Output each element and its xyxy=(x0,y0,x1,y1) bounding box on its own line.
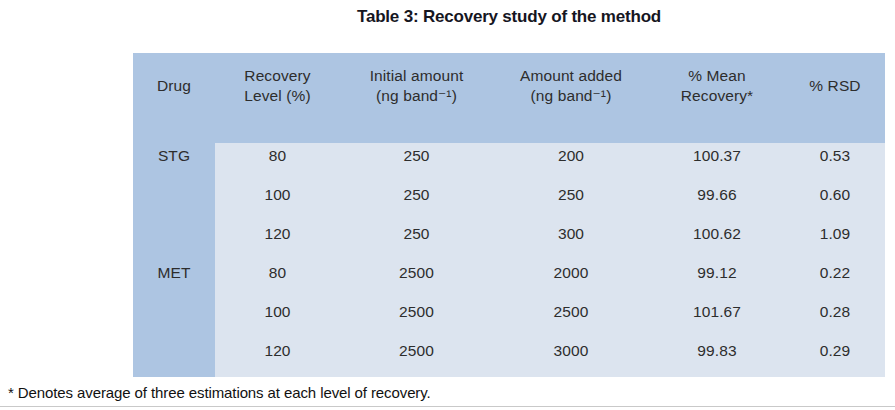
header-line: Level (%) xyxy=(219,86,336,106)
header-line: % RSD xyxy=(789,76,881,96)
table-title: Table 3: Recovery study of the method xyxy=(133,7,885,27)
cell-recovery-level: 100 xyxy=(215,299,340,338)
cell-drug: STG xyxy=(133,143,215,182)
column-header-rsd: % RSD xyxy=(785,53,885,143)
cell-recovery-level: 120 xyxy=(215,338,340,377)
cell-amount-added: 2000 xyxy=(493,260,649,299)
table-footnote: * Denotes average of three estimations a… xyxy=(8,383,431,402)
header-line: (ng band⁻¹) xyxy=(497,86,645,106)
table-body: STG 80 250 200 100.37 0.53 100 250 250 9… xyxy=(133,143,885,377)
cell-initial-amount: 2500 xyxy=(340,299,493,338)
header-line: Recovery* xyxy=(653,86,781,106)
column-header-drug: Drug xyxy=(133,53,215,143)
table-row: 120 250 300 100.62 1.09 xyxy=(133,221,885,260)
cell-initial-amount: 250 xyxy=(340,143,493,182)
cell-rsd: 0.53 xyxy=(785,143,885,182)
cell-recovery-level: 120 xyxy=(215,221,340,260)
cell-amount-added: 200 xyxy=(493,143,649,182)
header-line: % Mean xyxy=(653,66,781,86)
header-line: Drug xyxy=(137,76,211,96)
cell-rsd: 1.09 xyxy=(785,221,885,260)
cell-amount-added: 300 xyxy=(493,221,649,260)
table-row: 100 2500 2500 101.67 0.28 xyxy=(133,299,885,338)
cell-rsd: 0.60 xyxy=(785,182,885,221)
cell-drug xyxy=(133,182,215,221)
cell-amount-added: 2500 xyxy=(493,299,649,338)
cell-mean-recovery: 99.83 xyxy=(649,338,785,377)
cell-initial-amount: 2500 xyxy=(340,338,493,377)
column-header-mean-recovery: % Mean Recovery* xyxy=(649,53,785,143)
cell-recovery-level: 80 xyxy=(215,143,340,182)
table-row: 100 250 250 99.66 0.60 xyxy=(133,182,885,221)
recovery-study-table: Drug Recovery Level (%) Initial amount (… xyxy=(133,53,885,377)
column-header-initial-amount: Initial amount (ng band⁻¹) xyxy=(340,53,493,143)
cell-recovery-level: 80 xyxy=(215,260,340,299)
header-line: (ng band⁻¹) xyxy=(344,86,489,106)
cell-recovery-level: 100 xyxy=(215,182,340,221)
header-line: Amount added xyxy=(497,66,645,86)
cell-amount-added: 250 xyxy=(493,182,649,221)
table-row: MET 80 2500 2000 99.12 0.22 xyxy=(133,260,885,299)
table-row: STG 80 250 200 100.37 0.53 xyxy=(133,143,885,182)
header-line: Initial amount xyxy=(344,66,489,86)
column-header-amount-added: Amount added (ng band⁻¹) xyxy=(493,53,649,143)
cell-mean-recovery: 99.66 xyxy=(649,182,785,221)
cell-initial-amount: 250 xyxy=(340,221,493,260)
cell-mean-recovery: 99.12 xyxy=(649,260,785,299)
column-header-recovery-level: Recovery Level (%) xyxy=(215,53,340,143)
page: Table 3: Recovery study of the method Dr… xyxy=(0,0,895,410)
page-bottom-divider xyxy=(0,406,895,407)
cell-mean-recovery: 100.37 xyxy=(649,143,785,182)
cell-initial-amount: 250 xyxy=(340,182,493,221)
cell-drug xyxy=(133,338,215,377)
cell-drug xyxy=(133,299,215,338)
cell-drug: MET xyxy=(133,260,215,299)
header-line: Recovery xyxy=(219,66,336,86)
cell-rsd: 0.22 xyxy=(785,260,885,299)
cell-mean-recovery: 100.62 xyxy=(649,221,785,260)
cell-rsd: 0.29 xyxy=(785,338,885,377)
cell-initial-amount: 2500 xyxy=(340,260,493,299)
cell-mean-recovery: 101.67 xyxy=(649,299,785,338)
table-header: Drug Recovery Level (%) Initial amount (… xyxy=(133,53,885,143)
cell-amount-added: 3000 xyxy=(493,338,649,377)
cell-drug xyxy=(133,221,215,260)
cell-rsd: 0.28 xyxy=(785,299,885,338)
table-row: 120 2500 3000 99.83 0.29 xyxy=(133,338,885,377)
header-row: Drug Recovery Level (%) Initial amount (… xyxy=(133,53,885,143)
